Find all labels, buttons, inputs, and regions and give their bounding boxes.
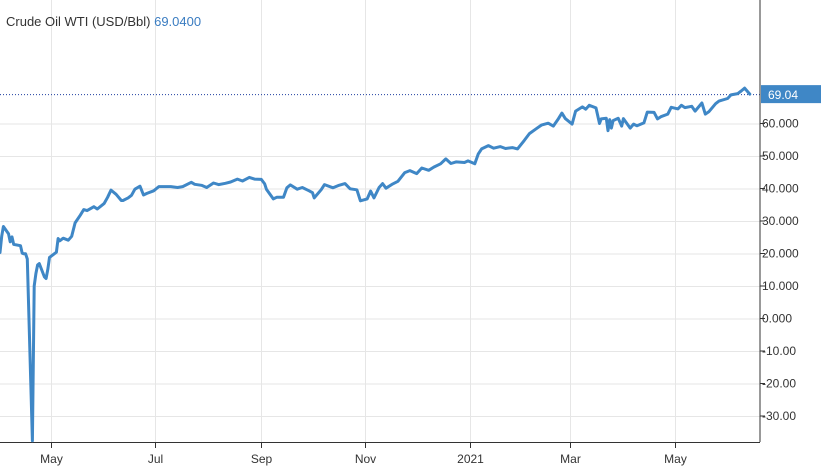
last-value-label: 69.04 — [761, 85, 821, 104]
y-tick-label: 20.000 — [762, 247, 799, 261]
last-value-label-text: 69.04 — [768, 88, 798, 102]
last-value-label-bg — [761, 85, 821, 104]
y-tick-label: 30.000 — [762, 214, 799, 228]
y-tick-label: -20.00 — [762, 377, 796, 391]
y-tick-label: 40.000 — [762, 182, 799, 196]
chart-title-value: 69.0400 — [154, 14, 201, 29]
price-line — [0, 86, 752, 443]
y-tick-label: -10.00 — [762, 344, 796, 358]
chart-title: Crude Oil WTI (USD/Bbl) 69.0400 — [6, 14, 201, 29]
x-tick-label: Jul — [148, 452, 163, 466]
x-tick-label: Nov — [355, 452, 376, 466]
x-tick-label: Sep — [251, 452, 273, 466]
y-axis: -30.00 -20.00 -10.00 0.000 10.000 20.000 30.00… — [760, 117, 799, 423]
x-axis: May Jul Sep Nov 2021 Mar May — [0, 442, 760, 466]
y-tick-label: 60.000 — [762, 117, 799, 131]
x-tick-label: May — [664, 452, 687, 466]
x-tick-label: 2021 — [457, 452, 484, 466]
gridlines — [0, 0, 760, 442]
x-tick-label: Mar — [560, 452, 581, 466]
y-tick-label: 0.000 — [762, 312, 792, 326]
y-tick-label: 50.000 — [762, 149, 799, 163]
y-tick-label: 10.000 — [762, 279, 799, 293]
x-tick-label: May — [40, 452, 63, 466]
y-tick-label: -30.00 — [762, 409, 796, 423]
